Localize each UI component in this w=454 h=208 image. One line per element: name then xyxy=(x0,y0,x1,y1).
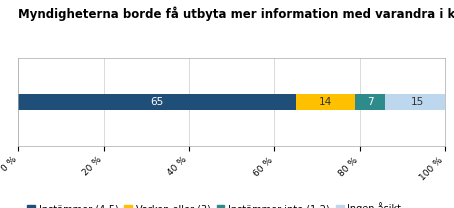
Text: 15: 15 xyxy=(410,97,424,107)
Text: 14: 14 xyxy=(319,97,332,107)
Legend: Instämmer (4-5), Varken eller (3), Instämmer inte (1-2), Ingen åsikt: Instämmer (4-5), Varken eller (3), Instä… xyxy=(23,198,405,208)
Text: 7: 7 xyxy=(367,97,374,107)
Text: Myndigheterna borde få utbyta mer information med varandra i kontrollsyfte: Myndigheterna borde få utbyta mer inform… xyxy=(18,6,454,21)
Text: 65: 65 xyxy=(150,97,163,107)
Bar xyxy=(18,94,296,110)
Bar xyxy=(296,94,355,110)
Bar xyxy=(355,94,385,110)
Bar xyxy=(385,94,449,110)
